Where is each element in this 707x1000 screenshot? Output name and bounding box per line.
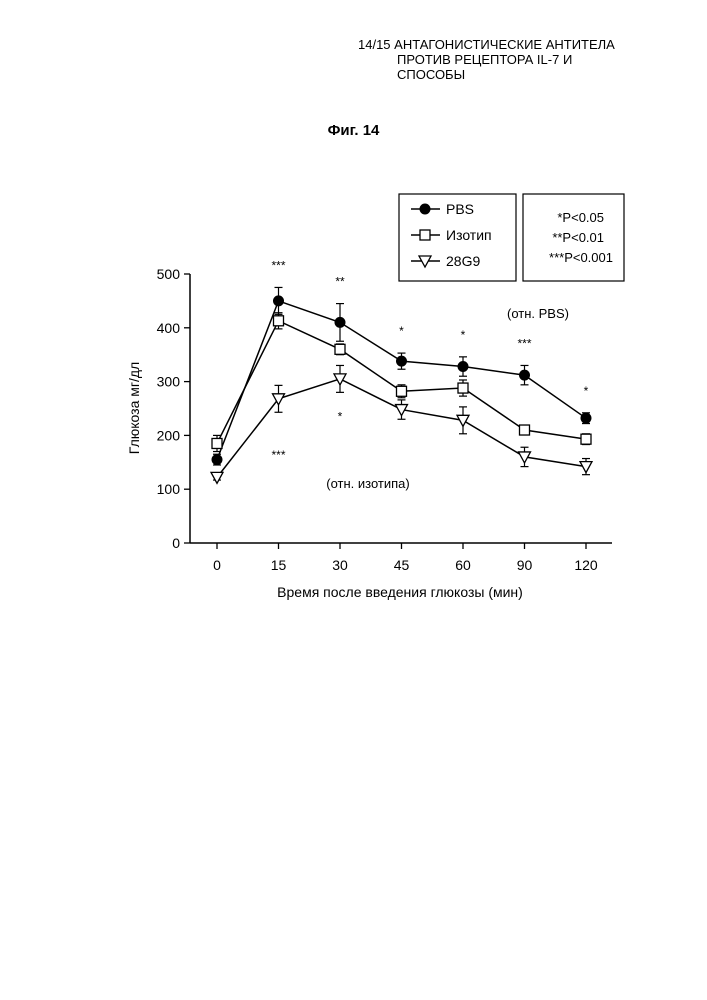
series-open-square	[211, 312, 592, 453]
significance-legend-item: *P<0.05	[557, 210, 604, 225]
figure-label: Фиг. 14	[327, 122, 380, 139]
data-point	[518, 424, 531, 436]
legend-label: Изотип	[446, 227, 492, 243]
annotation-vs-isotype: (отн. изотипа)	[326, 476, 409, 491]
data-point	[455, 414, 471, 428]
x-tick-label: 120	[574, 557, 598, 573]
y-axis-label: Глюкоза мг/дл	[126, 362, 142, 454]
significance-star-vs-pbs: ***	[271, 258, 285, 272]
legend-entries: PBS Изотип 28G9	[411, 201, 492, 269]
data-point	[332, 373, 348, 387]
series-open-triangle-down	[209, 364, 594, 485]
legend-label: PBS	[446, 201, 474, 217]
data-point	[519, 369, 530, 381]
legend-marker-open-triangle-down	[417, 255, 433, 269]
data-point	[209, 471, 225, 485]
significance-star-vs-pbs: *	[584, 384, 589, 398]
axis-ticks: 0 100 200 300 400 500 0 15 30 45 60 90 120	[157, 266, 598, 573]
significance-star-vs-isotype: ***	[271, 448, 285, 462]
data-point	[273, 295, 284, 307]
data-point	[457, 382, 469, 394]
data-point	[517, 451, 532, 465]
significance-legend-box	[522, 193, 625, 282]
data-point	[578, 460, 594, 474]
significance-star-vs-pbs: *	[399, 324, 404, 338]
page-header: 14/15 АНТАГОНИСТИЧЕСКИЕ АНТИТЕЛА ПРОТИВ …	[358, 37, 678, 82]
data-point	[580, 433, 592, 445]
significance-star-vs-pbs: *	[461, 328, 466, 342]
y-tick-label: 200	[157, 427, 181, 443]
series-group	[209, 286, 594, 485]
x-tick-label: 45	[394, 557, 410, 573]
header-line-1: 14/15 АНТАГОНИСТИЧЕСКИЕ АНТИТЕЛА	[358, 37, 615, 52]
significance-legend-item: ***P<0.001	[549, 250, 613, 265]
x-tick-label: 15	[271, 557, 287, 573]
x-tick-label: 30	[332, 557, 348, 573]
header-line-3: СПОСОБЫ	[397, 67, 466, 82]
legend-marker-open-square	[419, 229, 431, 241]
data-point	[396, 355, 407, 367]
y-tick-label: 500	[157, 266, 181, 282]
legend-box	[398, 193, 517, 282]
header-line-2: ПРОТИВ РЕЦЕПТОРА IL-7 И	[397, 52, 573, 67]
data-point	[211, 437, 223, 450]
data-point	[394, 403, 409, 417]
x-tick-label: 90	[517, 557, 533, 573]
significance-legend-item: **P<0.01	[552, 230, 604, 245]
data-point	[271, 393, 286, 407]
y-tick-label: 400	[157, 320, 181, 336]
significance-star-vs-isotype: *	[338, 409, 343, 423]
y-tick-label: 100	[157, 481, 181, 497]
data-point	[272, 315, 285, 327]
legend-marker-filled-circle	[419, 203, 431, 215]
data-point	[334, 316, 346, 328]
x-axis-label: Время после введения глюкозы (мин)	[277, 584, 523, 600]
significance-stars: ****** *********	[271, 258, 588, 462]
y-tick-label: 0	[172, 535, 180, 551]
data-point	[395, 385, 408, 397]
significance-star-vs-pbs: ***	[517, 336, 531, 350]
data-point	[580, 412, 592, 424]
x-tick-label: 0	[213, 557, 221, 573]
y-tick-label: 300	[157, 374, 181, 390]
series-filled-circle	[211, 286, 592, 466]
x-tick-label: 60	[455, 557, 471, 573]
legend-label: 28G9	[446, 253, 480, 269]
data-point	[334, 343, 346, 355]
annotation-vs-pbs: (отн. PBS)	[507, 306, 569, 321]
significance-star-vs-pbs: **	[335, 275, 345, 289]
data-point	[211, 454, 223, 466]
data-point	[457, 361, 469, 373]
